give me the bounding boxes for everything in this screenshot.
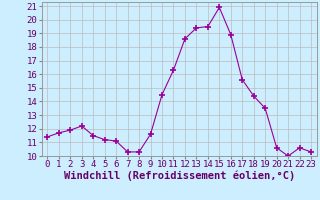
X-axis label: Windchill (Refroidissement éolien,°C): Windchill (Refroidissement éolien,°C) xyxy=(64,171,295,181)
